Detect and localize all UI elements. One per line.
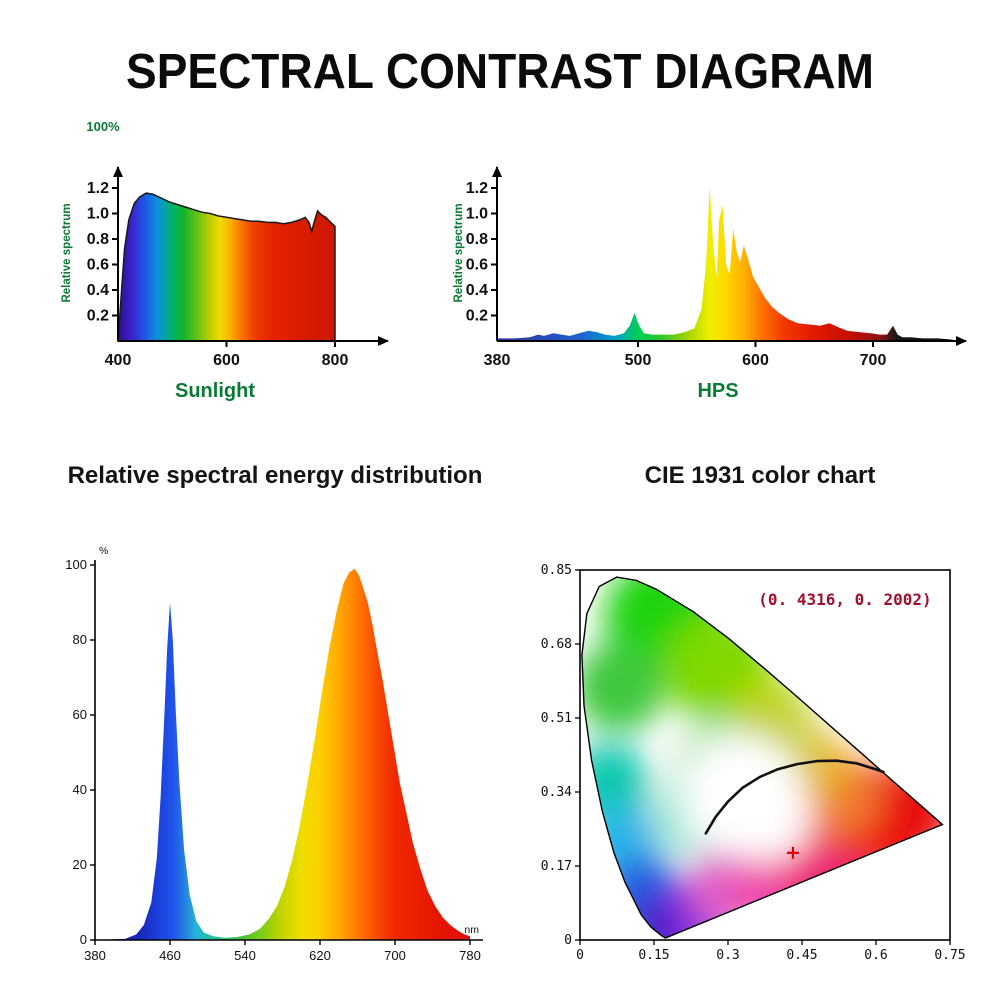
svg-text:Relative spectrum: Relative spectrum: [61, 203, 73, 302]
svg-text:0.4: 0.4: [466, 282, 488, 299]
page-title: SPECTRAL CONTRAST DIAGRAM: [126, 43, 874, 99]
svg-text:0.3: 0.3: [716, 948, 739, 963]
svg-text:400: 400: [105, 352, 132, 369]
svg-text:0.2: 0.2: [466, 308, 488, 325]
svg-text:0.4: 0.4: [87, 282, 109, 299]
svg-text:380: 380: [84, 948, 106, 963]
svg-text:700: 700: [384, 948, 406, 963]
svg-text:0.6: 0.6: [87, 257, 109, 274]
svg-text:nm: nm: [464, 924, 479, 936]
hps-spectrum-chart: 0.2 0.4 0.6 0.8 1.0 1.2 380 500 600 700 Relative s…: [453, 166, 967, 402]
svg-text:0.17: 0.17: [541, 859, 572, 874]
svg-text:Relative spectrum: Relative spectrum: [453, 203, 465, 302]
svg-text:460: 460: [159, 948, 181, 963]
svg-text:0.6: 0.6: [864, 948, 887, 963]
svg-text:100: 100: [65, 557, 87, 572]
svg-text:620: 620: [309, 948, 331, 963]
svg-text:0.8: 0.8: [466, 231, 488, 248]
sunlight-spectrum-chart: 0.2 0.4 0.6 0.8 1.0 1.2 400 600 800 Relative spec…: [61, 119, 389, 402]
svg-text:0: 0: [564, 933, 572, 948]
svg-text:0.15: 0.15: [638, 948, 669, 963]
svg-text:0.45: 0.45: [786, 948, 817, 963]
svg-text:60: 60: [73, 707, 87, 722]
svg-text:1.2: 1.2: [466, 180, 488, 197]
svg-text:500: 500: [625, 352, 652, 369]
svg-text:HPS: HPS: [697, 380, 738, 402]
svg-text:(0. 4316, 0. 2002): (0. 4316, 0. 2002): [758, 590, 931, 609]
cie-section-title: CIE 1931 color chart: [644, 462, 876, 489]
svg-text:20: 20: [73, 857, 87, 872]
svg-text:0.8: 0.8: [87, 231, 109, 248]
svg-text:100%: 100%: [86, 119, 120, 134]
svg-text:380: 380: [484, 352, 511, 369]
svg-text:540: 540: [234, 948, 256, 963]
svg-text:600: 600: [213, 352, 240, 369]
svg-text:0.51: 0.51: [541, 711, 572, 726]
energy-distribution-chart: 0 20 40 60 80 100 380 460 540 620 700 780% nm: [65, 545, 483, 963]
svg-text:780: 780: [459, 948, 481, 963]
svg-text:800: 800: [322, 352, 349, 369]
svg-text:700: 700: [860, 352, 887, 369]
svg-text:0.2: 0.2: [87, 308, 109, 325]
svg-text:0: 0: [80, 932, 87, 947]
energy-section-title: Relative spectral energy distribution: [67, 462, 483, 489]
svg-text:0.34: 0.34: [541, 785, 572, 800]
svg-text:Sunlight: Sunlight: [175, 380, 255, 402]
svg-text:1.2: 1.2: [87, 180, 109, 197]
svg-text:1.0: 1.0: [87, 206, 109, 223]
svg-text:80: 80: [73, 632, 87, 647]
svg-text:1.0: 1.0: [466, 206, 488, 223]
svg-text:0.6: 0.6: [466, 257, 488, 274]
svg-text:40: 40: [73, 782, 87, 797]
cie-1931-chart: 0 0.17 0.34 0.51 0.68 0.85 0 0.15 0.3 0.45 0.6 0.75…: [541, 563, 966, 963]
svg-text:0.68: 0.68: [541, 637, 572, 652]
svg-text:600: 600: [742, 352, 769, 369]
svg-text:0: 0: [576, 948, 584, 963]
svg-text:0.75: 0.75: [934, 948, 965, 963]
svg-text:%: %: [99, 545, 108, 557]
svg-text:0.85: 0.85: [541, 563, 572, 578]
